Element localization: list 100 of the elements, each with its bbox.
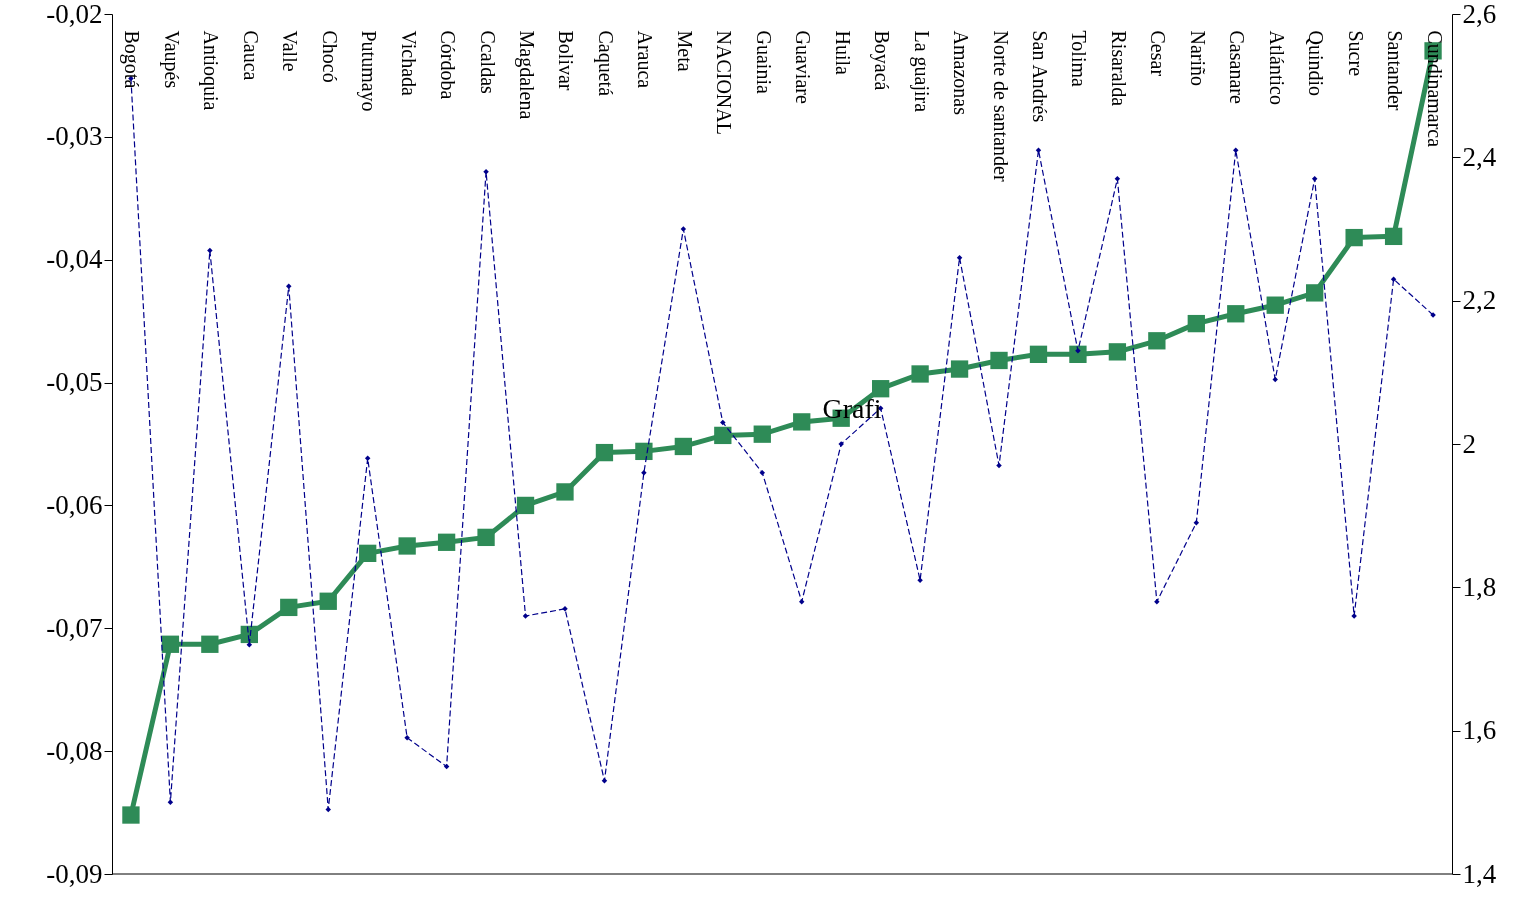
point (161, 635, 180, 653)
point (1035, 147, 1042, 153)
point (246, 641, 253, 648)
x-tick-label: Arauca (634, 30, 657, 89)
x-tick-label: Atlántico (1265, 30, 1288, 105)
point (1311, 176, 1318, 182)
y-tick-label: -0,09 (46, 858, 103, 889)
y-tick-label: -0,08 (46, 735, 103, 766)
point (1384, 227, 1403, 246)
point (398, 537, 416, 555)
point (950, 360, 969, 378)
x-tick-label: Guaviare (792, 30, 815, 104)
point (207, 247, 213, 254)
x-tick-label: La guajira (909, 30, 933, 113)
point (635, 442, 653, 461)
x-tick-label: Risaralda (1107, 30, 1130, 107)
x-tick-label: Casanare (1226, 30, 1249, 104)
point (759, 469, 766, 476)
x-tick-label: NACIONAL (713, 30, 736, 135)
point (404, 735, 410, 741)
point (122, 806, 140, 824)
point (1390, 276, 1397, 282)
point (437, 533, 456, 551)
point (1148, 332, 1166, 350)
x-tick-label: Bolivar (555, 30, 578, 91)
x-tick-label: Quindio (1305, 30, 1328, 97)
y-tick-label: -0,04 (46, 244, 103, 275)
point (359, 544, 377, 562)
point (871, 380, 890, 398)
point (286, 283, 292, 290)
y-tick-label: -0,03 (46, 121, 103, 152)
x-tick-label: Cauca (239, 30, 262, 81)
point (714, 426, 732, 445)
point (1193, 520, 1200, 526)
point (522, 613, 529, 619)
x-tick-label: Córdoba (437, 30, 460, 100)
x-tick-label: Vaupés (159, 30, 183, 89)
x-tick-label: Caquetá (593, 30, 617, 97)
y2-tick-label: 2,6 (1462, 0, 1497, 29)
x-tick-label: Huila (831, 30, 854, 76)
x-tick-label: Magdalena (515, 30, 539, 120)
point (990, 351, 1008, 370)
y2-tick-label: 2 (1462, 428, 1476, 459)
y-tick-label: -0,02 (46, 0, 103, 29)
point (680, 226, 687, 232)
x-tick-label: Amazonas (950, 30, 973, 116)
point (364, 455, 371, 462)
y-tick-label: -0,06 (46, 489, 103, 520)
y2-tick-label: 1,8 (1462, 571, 1497, 602)
x-tick-label: Cesar (1147, 30, 1170, 77)
x-tick-label: Antioquia (199, 30, 223, 111)
x-tick-label: Tolima (1068, 30, 1091, 87)
x-tick-label: Guainia (752, 30, 775, 94)
y2-tick-label: 1,4 (1462, 858, 1497, 889)
point (798, 598, 805, 605)
point (793, 413, 811, 431)
point (201, 635, 219, 653)
x-tick-label: Cundinamarca (1423, 30, 1446, 148)
x-tick-label: Valle (279, 30, 302, 72)
y-tick-label: -0,07 (46, 612, 103, 643)
point (595, 443, 614, 462)
x-tick-label: Nariño (1186, 30, 1209, 87)
point (325, 806, 331, 813)
point (674, 437, 693, 456)
point (483, 168, 489, 175)
x-tick-label: Vichada (397, 30, 420, 97)
point (1187, 314, 1205, 333)
x-tick-label: Sucre (1344, 30, 1367, 77)
point (556, 483, 574, 501)
x-tick-label: Norte de santander (989, 30, 1012, 182)
point (1108, 343, 1127, 361)
point (911, 365, 929, 383)
x-tick-label: Ccaldas (476, 30, 499, 95)
point (1114, 176, 1121, 182)
point (720, 419, 726, 426)
point (1227, 305, 1245, 323)
x-tick-label: Meta (673, 30, 696, 72)
point (1233, 147, 1239, 153)
point (319, 592, 337, 610)
point (1029, 345, 1048, 363)
y-tick-label: -0,05 (46, 367, 103, 398)
point (1345, 228, 1363, 247)
point (1306, 284, 1324, 302)
point (1069, 345, 1087, 363)
point (1272, 376, 1278, 383)
x-tick-label: Putumayo (357, 30, 381, 112)
y2-tick-label: 1,6 (1462, 715, 1497, 746)
x-tick-label: Santander (1384, 30, 1407, 111)
point (167, 799, 174, 806)
y2-tick-label: 2,2 (1462, 285, 1497, 316)
point (1154, 598, 1160, 605)
point (753, 425, 771, 443)
point (516, 496, 535, 515)
point (280, 598, 298, 617)
point (477, 528, 495, 547)
point (996, 462, 1002, 469)
x-tick-label: Bogotá (120, 30, 144, 89)
y2-tick-label: 2,4 (1462, 141, 1497, 172)
point (1266, 296, 1284, 314)
x-tick-label: San Andrés (1028, 30, 1051, 123)
